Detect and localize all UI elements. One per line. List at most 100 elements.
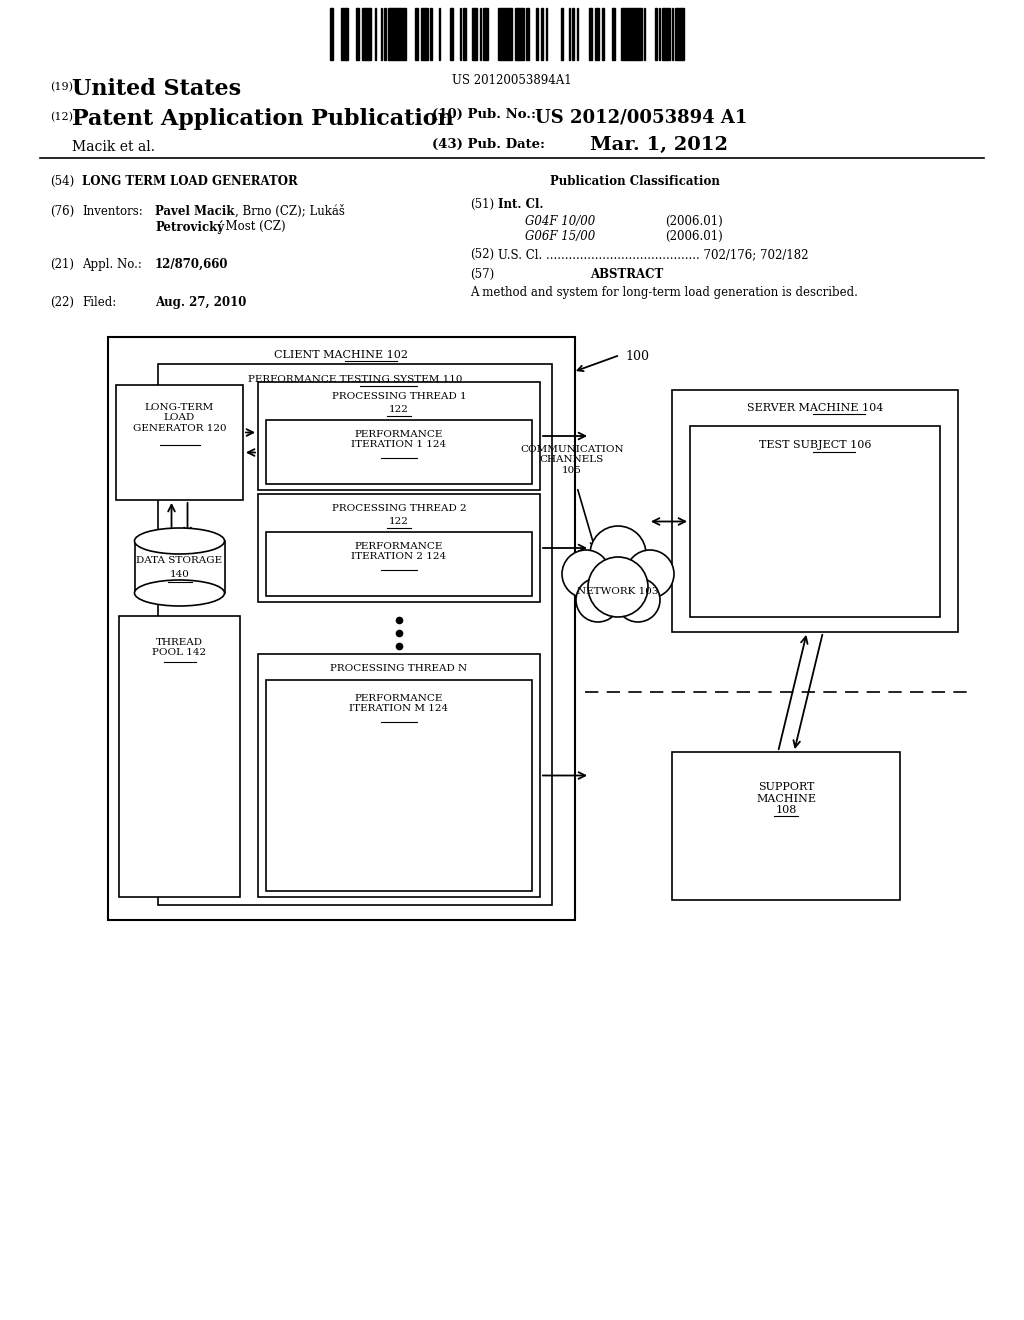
Bar [522, 8, 524, 59]
Text: 122: 122 [389, 405, 409, 414]
Bar [415, 8, 418, 59]
Bar [474, 8, 476, 59]
Text: SUPPORT
MACHINE
108: SUPPORT MACHINE 108 [756, 781, 816, 816]
Bar [266, 532, 532, 597]
Text: (54): (54) [50, 176, 75, 187]
Bar [404, 8, 406, 59]
Text: NETWORK 103: NETWORK 103 [578, 587, 658, 597]
Ellipse shape [134, 579, 224, 606]
Text: PROCESSING THREAD 2: PROCESSING THREAD 2 [332, 504, 466, 513]
Bar [362, 8, 365, 59]
Text: United States: United States [72, 78, 241, 100]
Text: Mar. 1, 2012: Mar. 1, 2012 [590, 136, 728, 154]
Bar [515, 8, 517, 59]
Bar [399, 8, 401, 59]
Bar [665, 8, 667, 59]
Bar [672, 389, 958, 632]
Bar [662, 8, 665, 59]
Text: PERFORMANCE
ITERATION 2 124: PERFORMANCE ITERATION 2 124 [351, 543, 446, 561]
Text: LONG-TERM
LOAD
GENERATOR 120: LONG-TERM LOAD GENERATOR 120 [133, 403, 226, 433]
Circle shape [575, 578, 620, 622]
Bar [158, 364, 552, 906]
Text: Aug. 27, 2010: Aug. 27, 2010 [155, 296, 247, 309]
Text: PROCESSING THREAD 1: PROCESSING THREAD 1 [332, 392, 466, 401]
Bar [266, 680, 532, 891]
Text: Appl. No.:: Appl. No.: [82, 257, 142, 271]
Text: Petrovický: Petrovický [155, 220, 224, 234]
Bar [365, 8, 367, 59]
Bar [519, 8, 522, 59]
Text: , Brno (CZ); Lukáš: , Brno (CZ); Lukáš [234, 205, 345, 218]
Bar [134, 541, 224, 593]
Text: , Most (CZ): , Most (CZ) [218, 220, 286, 234]
Bar [258, 653, 540, 898]
Bar [509, 8, 511, 59]
Bar [621, 8, 623, 59]
Text: (22): (22) [50, 296, 74, 309]
Bar [384, 8, 386, 59]
Text: PERFORMANCE
ITERATION M 124: PERFORMANCE ITERATION M 124 [349, 694, 449, 713]
Bar [421, 8, 424, 59]
Text: G06F 15/00: G06F 15/00 [525, 230, 595, 243]
Text: CLIENT MACHINE 102: CLIENT MACHINE 102 [274, 350, 409, 360]
Text: (2006.01): (2006.01) [665, 230, 723, 243]
Text: 122: 122 [389, 517, 409, 525]
Bar [681, 8, 683, 59]
Bar [633, 8, 636, 59]
Bar [393, 8, 395, 59]
Text: (57): (57) [470, 268, 495, 281]
Bar [498, 8, 501, 59]
Text: TEST SUBJECT 106: TEST SUBJECT 106 [759, 440, 871, 450]
Text: 140: 140 [170, 570, 189, 579]
Ellipse shape [134, 528, 224, 554]
Text: PERFORMANCE TESTING SYSTEM 110: PERFORMANCE TESTING SYSTEM 110 [248, 375, 462, 384]
Bar [483, 8, 485, 59]
Bar [388, 8, 390, 59]
Bar [536, 8, 538, 59]
Text: Inventors:: Inventors: [82, 205, 142, 218]
Bar [342, 8, 345, 59]
Bar [463, 8, 466, 59]
Bar [638, 8, 641, 59]
Text: PERFORMANCE
ITERATION 1 124: PERFORMANCE ITERATION 1 124 [351, 430, 446, 449]
Bar [675, 8, 677, 59]
Circle shape [588, 557, 648, 616]
Text: G04F 10/00: G04F 10/00 [525, 215, 595, 228]
Text: SERVER MACHINE 104: SERVER MACHINE 104 [746, 403, 883, 413]
Text: 100: 100 [625, 350, 649, 363]
Text: (2006.01): (2006.01) [665, 215, 723, 228]
Text: ABSTRACT: ABSTRACT [590, 268, 664, 281]
Bar [346, 8, 348, 59]
Bar [108, 337, 575, 920]
Text: Int. Cl.: Int. Cl. [498, 198, 544, 211]
Bar [667, 8, 670, 59]
Text: COMMUNICATION
CHANNELS
105: COMMUNICATION CHANNELS 105 [520, 445, 624, 475]
Text: (51): (51) [470, 198, 495, 211]
Text: Filed:: Filed: [82, 296, 117, 309]
Text: Pavel Macik: Pavel Macik [155, 205, 234, 218]
Text: DATA STORAGE: DATA STORAGE [136, 556, 222, 565]
Text: U.S. Cl. ......................................... 702/176; 702/182: U.S. Cl. ...............................… [498, 248, 809, 261]
Bar [486, 8, 488, 59]
Text: (21): (21) [50, 257, 74, 271]
Bar [526, 8, 528, 59]
Bar [623, 8, 626, 59]
Text: US 2012/0053894 A1: US 2012/0053894 A1 [535, 108, 748, 125]
Text: Macik et al.: Macik et al. [72, 140, 155, 154]
Bar [690, 426, 940, 616]
Text: A method and system for long-term load generation is described.: A method and system for long-term load g… [470, 286, 858, 300]
Text: (19): (19) [50, 82, 73, 92]
Text: LONG TERM LOAD GENERATOR: LONG TERM LOAD GENERATOR [82, 176, 298, 187]
Bar [504, 8, 507, 59]
Bar [430, 8, 432, 59]
Text: (76): (76) [50, 205, 75, 218]
Bar [426, 8, 428, 59]
Bar [258, 381, 540, 490]
Text: 12/870,660: 12/870,660 [155, 257, 228, 271]
Bar [258, 494, 540, 602]
Bar [628, 8, 630, 59]
Circle shape [626, 550, 674, 598]
Bar [677, 8, 680, 59]
Bar [501, 8, 503, 59]
Text: (52): (52) [470, 248, 495, 261]
